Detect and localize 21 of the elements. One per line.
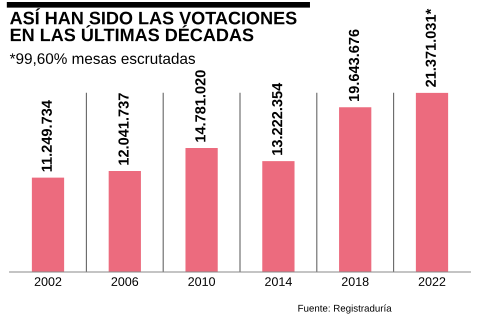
bar xyxy=(108,171,141,272)
source-note: Fuente: Registraduría xyxy=(298,304,392,314)
chart-title: ASÍ HAN SIDO LAS VOTACIONES EN LAS ÚLTIMAS DÉCADAS xyxy=(10,8,296,42)
data-label: 12.041.737 xyxy=(118,93,129,165)
chart-subtitle: *99,60% mesas escrutadas xyxy=(10,52,196,66)
data-label: 14.781.020 xyxy=(195,70,206,142)
x-tick-label: 2014 xyxy=(265,277,292,286)
data-label: 19.643.676 xyxy=(348,29,360,101)
data-label: 13.222.354 xyxy=(272,82,282,155)
data-label: 21.371.031* xyxy=(426,8,436,87)
x-tick-label: 2010 xyxy=(188,277,216,286)
x-tick-label: 2002 xyxy=(34,277,62,286)
x-tick-label: 2018 xyxy=(342,277,369,286)
data-label: 11.249.734 xyxy=(42,100,52,172)
bar xyxy=(32,178,64,272)
bar xyxy=(416,92,448,272)
x-tick-label: 2006 xyxy=(112,277,138,286)
x-tick-label: 2022 xyxy=(418,277,446,286)
bar xyxy=(339,107,372,272)
bar xyxy=(262,161,295,272)
bar xyxy=(185,148,218,272)
